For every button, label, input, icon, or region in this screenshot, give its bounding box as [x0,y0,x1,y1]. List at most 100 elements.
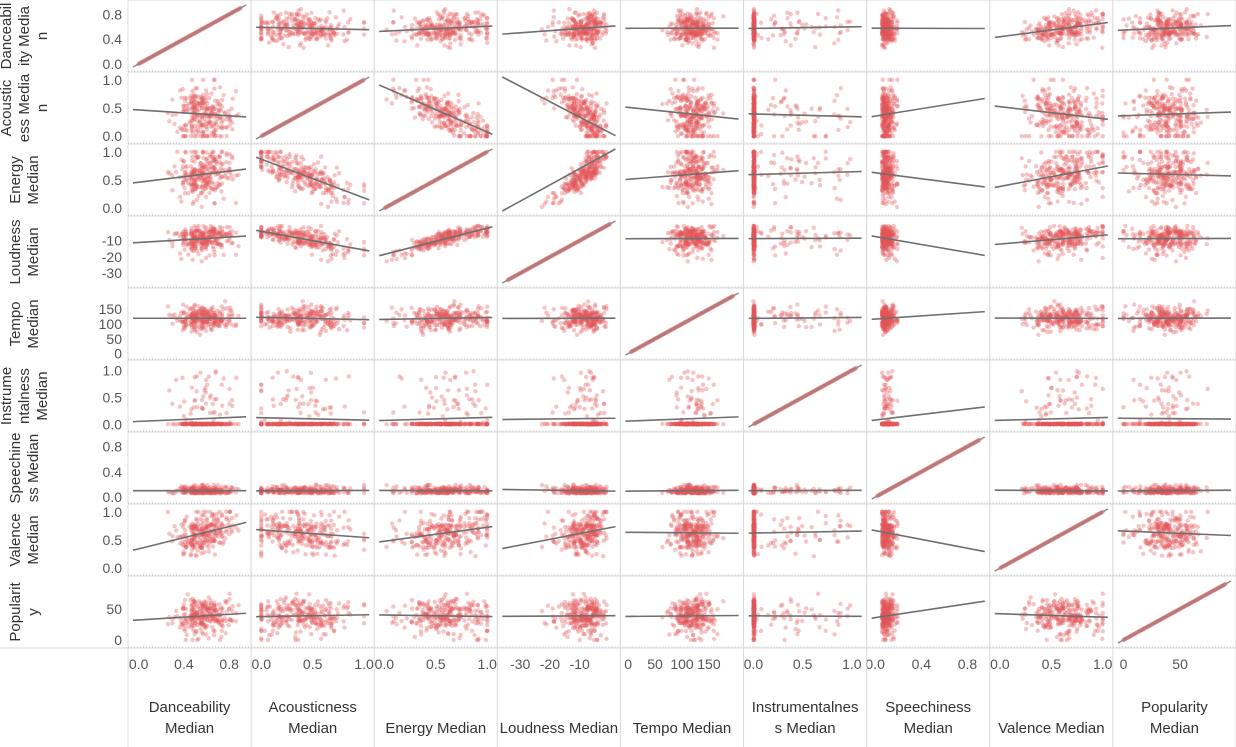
data-point [420,117,424,121]
y-tick-label: 0.0 [103,489,123,505]
data-point [1067,92,1071,96]
data-point [1055,124,1059,128]
data-point [212,86,216,90]
data-point [281,42,285,46]
data-point [230,156,234,160]
data-point [1020,94,1024,98]
data-point [575,92,579,96]
data-point [1182,124,1186,128]
data-point [698,10,702,14]
data-point [1132,31,1136,35]
data-point [574,43,578,47]
data-point [1158,19,1162,23]
data-point [1043,88,1047,92]
data-point [362,32,366,36]
data-point [680,97,684,101]
data-point [200,123,204,127]
data-point [459,123,463,127]
data-point [481,118,485,122]
data-point [1179,115,1183,119]
data-point [316,31,320,35]
data-point [795,31,799,35]
data-point [752,78,756,82]
data-point [1094,105,1098,109]
data-point [199,106,203,110]
data-point [789,123,793,127]
data-point [1089,122,1093,126]
data-point [189,134,193,138]
data-point [595,104,599,108]
data-point [190,118,194,122]
data-point [287,12,291,16]
data-point [571,85,575,89]
data-point [670,91,674,95]
data-point [224,134,228,138]
data-point [752,134,756,138]
data-point [1025,27,1029,31]
data-point [1028,120,1032,124]
data-point [570,104,574,108]
data-point [432,99,436,103]
data-point [1080,19,1084,23]
data-point [195,155,199,159]
data-point [294,153,298,157]
data-point [562,99,566,103]
data-point [1101,94,1105,98]
data-point [298,23,302,27]
data-point [752,19,756,23]
data-point [1164,78,1168,82]
row-title-line: Loudness [7,219,24,284]
data-point [166,170,170,174]
data-point [550,23,554,27]
data-point [586,12,590,16]
data-point [769,17,773,21]
data-point [697,134,701,138]
data-point [1061,78,1065,82]
data-point [287,16,291,20]
row-title-acoustic: Acousticess Median [0,73,51,142]
cell-dance-vs-loud [497,0,620,72]
data-point [1138,21,1142,25]
data-point [1178,119,1182,123]
data-point [448,118,452,122]
data-point [1068,99,1072,103]
cell-dance-vs-energy [374,0,497,72]
data-point [1079,128,1083,132]
data-point [1047,86,1051,90]
data-point [204,195,208,199]
data-point [707,22,711,26]
data-point [391,20,395,24]
data-point [1101,134,1105,138]
data-point [200,185,204,189]
data-point [771,33,775,37]
data-point [1020,134,1024,138]
data-point [698,107,702,111]
data-point [341,32,345,36]
data-point [1168,128,1172,132]
data-point [883,134,887,138]
data-point [227,161,231,165]
data-point [593,46,597,50]
data-point [1068,11,1072,15]
data-point [219,189,223,193]
data-point [454,123,458,127]
data-point [190,78,194,82]
data-point [587,93,591,97]
data-point [362,201,366,205]
data-point [335,32,339,36]
data-point [836,128,840,132]
data-point [694,12,698,16]
data-point [319,154,323,158]
data-point [1086,36,1090,40]
data-point [1171,115,1175,119]
data-point [880,103,884,107]
data-point [212,78,216,82]
y-tick-label: 0.8 [103,438,123,454]
data-point [217,107,221,111]
data-point [439,39,443,43]
data-point [1131,35,1135,39]
data-point [752,43,756,47]
data-point [1127,16,1131,20]
y-tick-label: 0.5 [103,389,123,405]
data-point [594,91,598,95]
